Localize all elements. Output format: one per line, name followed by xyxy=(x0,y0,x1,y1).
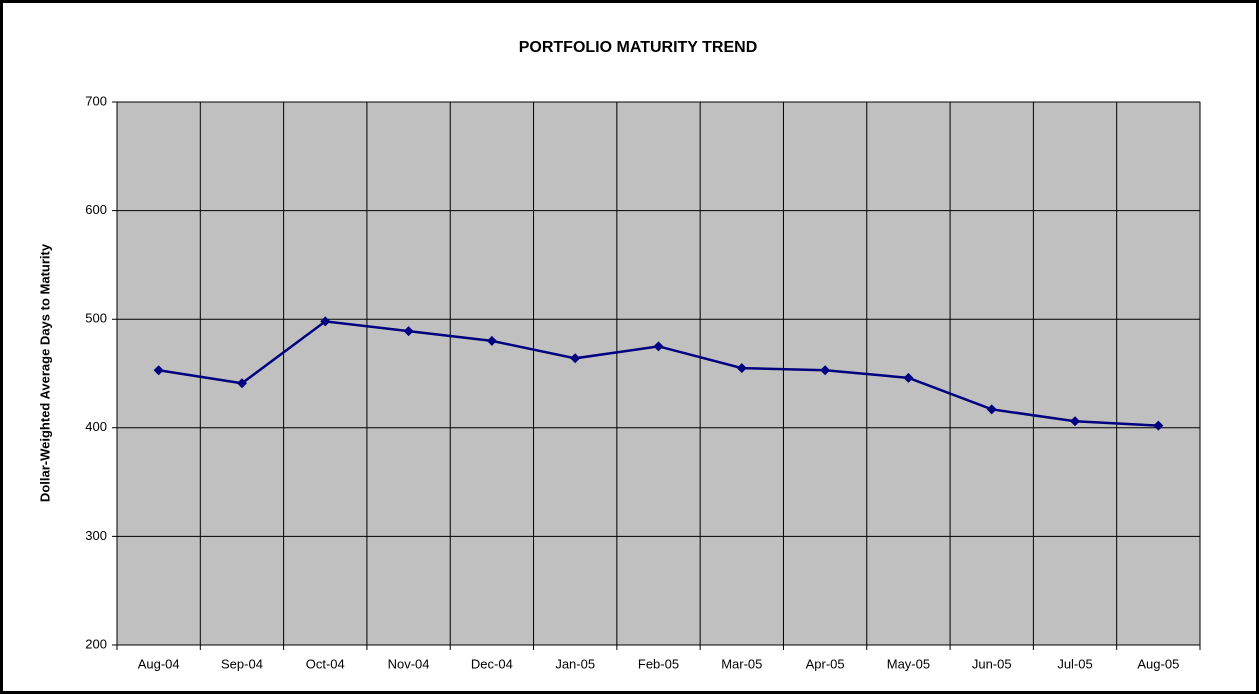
x-tick-label: Jun-05 xyxy=(972,656,1012,671)
x-tick-label: May-05 xyxy=(887,656,930,671)
marker xyxy=(1070,416,1081,427)
marker xyxy=(403,326,414,337)
x-tick-label: Oct-04 xyxy=(306,656,345,671)
marker xyxy=(820,365,831,376)
x-tick-label: Mar-05 xyxy=(721,656,762,671)
x-tick-label: Dec-04 xyxy=(471,656,513,671)
x-tick-label: Jul-05 xyxy=(1057,656,1092,671)
marker xyxy=(320,316,331,327)
y-tick-label: 600 xyxy=(85,202,107,217)
y-tick-label: 700 xyxy=(85,93,107,108)
x-tick-label: Jan-05 xyxy=(555,656,595,671)
marker xyxy=(653,341,664,352)
plot-area xyxy=(116,101,1201,646)
x-tick-label: Sep-04 xyxy=(221,656,263,671)
marker xyxy=(153,365,164,376)
marker xyxy=(903,372,914,383)
chart-title: PORTFOLIO MATURITY TREND xyxy=(519,39,758,56)
y-tick-label: 400 xyxy=(85,419,107,434)
marker xyxy=(486,335,497,346)
x-tick-label: Feb-05 xyxy=(638,656,679,671)
marker xyxy=(736,363,747,374)
x-tick-label: Apr-05 xyxy=(806,656,845,671)
marker xyxy=(236,378,247,389)
marker xyxy=(1153,420,1164,431)
x-tick-label: Nov-04 xyxy=(388,656,430,671)
marker xyxy=(570,353,581,364)
x-tick-label: Aug-04 xyxy=(138,656,180,671)
y-axis-label: Dollar-Weighted Average Days to Maturity xyxy=(37,243,52,502)
y-tick-label: 300 xyxy=(85,528,107,543)
x-tick-label: Aug-05 xyxy=(1137,656,1179,671)
marker xyxy=(986,404,997,415)
y-tick-label: 200 xyxy=(85,636,107,651)
y-tick-label: 500 xyxy=(85,311,107,326)
